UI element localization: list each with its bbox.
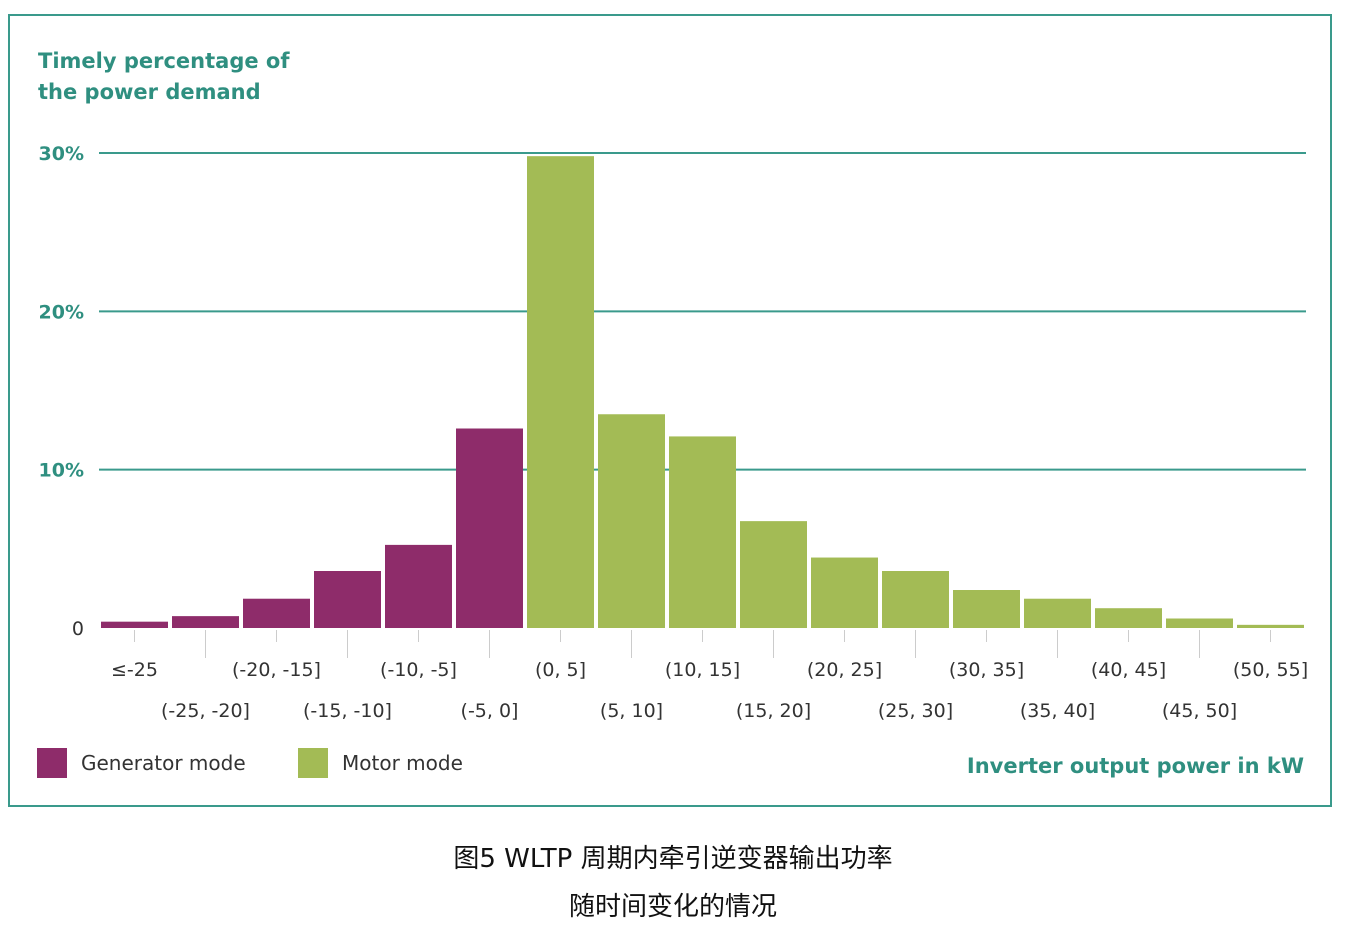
x-tick-label: (-5, 0] xyxy=(461,700,519,722)
bar-generator xyxy=(456,428,523,628)
bar-motor xyxy=(1024,598,1091,628)
bar-generator xyxy=(385,544,452,629)
y-tick-label: 30% xyxy=(39,143,84,165)
y-axis-title-line-1: Timely percentage of xyxy=(38,49,290,73)
legend-item-motor: Motor mode xyxy=(298,748,463,778)
bar-generator xyxy=(243,598,310,628)
bars xyxy=(101,156,1304,629)
x-tick-label: (30, 35] xyxy=(949,659,1024,681)
chart-frame xyxy=(8,14,1332,807)
x-tick-label: (45, 50] xyxy=(1162,700,1237,722)
x-tick-label: (5, 10] xyxy=(600,700,663,722)
bar-motor xyxy=(598,414,665,628)
bar-generator xyxy=(314,571,381,628)
bar-motor xyxy=(953,590,1020,628)
x-axis-ticks: ≤-25(-25, -20] (-20, -15] (-15, -10] (-10, … xyxy=(111,630,1308,722)
bar-motor xyxy=(811,557,878,628)
y-tick-label: 0 xyxy=(72,618,84,640)
x-tick-label: (35, 40] xyxy=(1020,700,1095,722)
x-tick-label: ≤-25 xyxy=(111,659,158,681)
figure-caption-line-1: 图5 WLTP 周期内牵引逆变器输出功率 xyxy=(453,844,893,874)
bar-generator xyxy=(101,621,168,628)
generator-swatch xyxy=(37,748,67,778)
bar-motor xyxy=(527,156,594,629)
x-tick-label: (20, 25] xyxy=(807,659,882,681)
legend-item-generator: Generator mode xyxy=(37,748,246,778)
y-axis-title: Timely percentage of the power demand xyxy=(38,46,358,108)
x-tick-label: (-25, -20] xyxy=(161,700,250,722)
bar-generator xyxy=(172,616,239,629)
legend-label-generator: Generator mode xyxy=(81,751,246,775)
x-tick-label: (50, 55] xyxy=(1233,659,1308,681)
y-tick-label: 10% xyxy=(39,460,84,482)
x-tick-label: (40, 45] xyxy=(1091,659,1166,681)
bar-motor xyxy=(1166,618,1233,628)
x-tick-label: (10, 15] xyxy=(665,659,740,681)
x-tick-label: (15, 20] xyxy=(736,700,811,722)
bar-motor xyxy=(1237,624,1304,628)
figure-caption-line-2: 随时间变化的情况 xyxy=(568,892,777,922)
bar-motor xyxy=(882,571,949,628)
x-tick-label: (0, 5] xyxy=(535,659,586,681)
y-axis-title-line-2: the power demand xyxy=(38,80,261,104)
x-axis-title: Inverter output power in kW xyxy=(966,754,1304,778)
x-tick-label: (-20, -15] xyxy=(232,659,321,681)
motor-swatch xyxy=(298,748,328,778)
legend-label-motor: Motor mode xyxy=(342,751,463,775)
bar-motor xyxy=(1095,608,1162,628)
x-tick-label: (25, 30] xyxy=(878,700,953,722)
bar-chart: 0 10% 20% 30% ≤-25(-25, -20] (-20, -15] (-15,… xyxy=(39,143,1309,722)
bar-motor xyxy=(740,521,807,629)
y-tick-label: 20% xyxy=(39,301,84,323)
x-tick-label: (-15, -10] xyxy=(303,700,392,722)
gridlines xyxy=(99,152,1306,471)
bar-motor xyxy=(669,436,736,628)
y-axis-ticks: 0 10% 20% 30% xyxy=(39,143,84,640)
x-tick-label: (-10, -5] xyxy=(380,659,457,681)
